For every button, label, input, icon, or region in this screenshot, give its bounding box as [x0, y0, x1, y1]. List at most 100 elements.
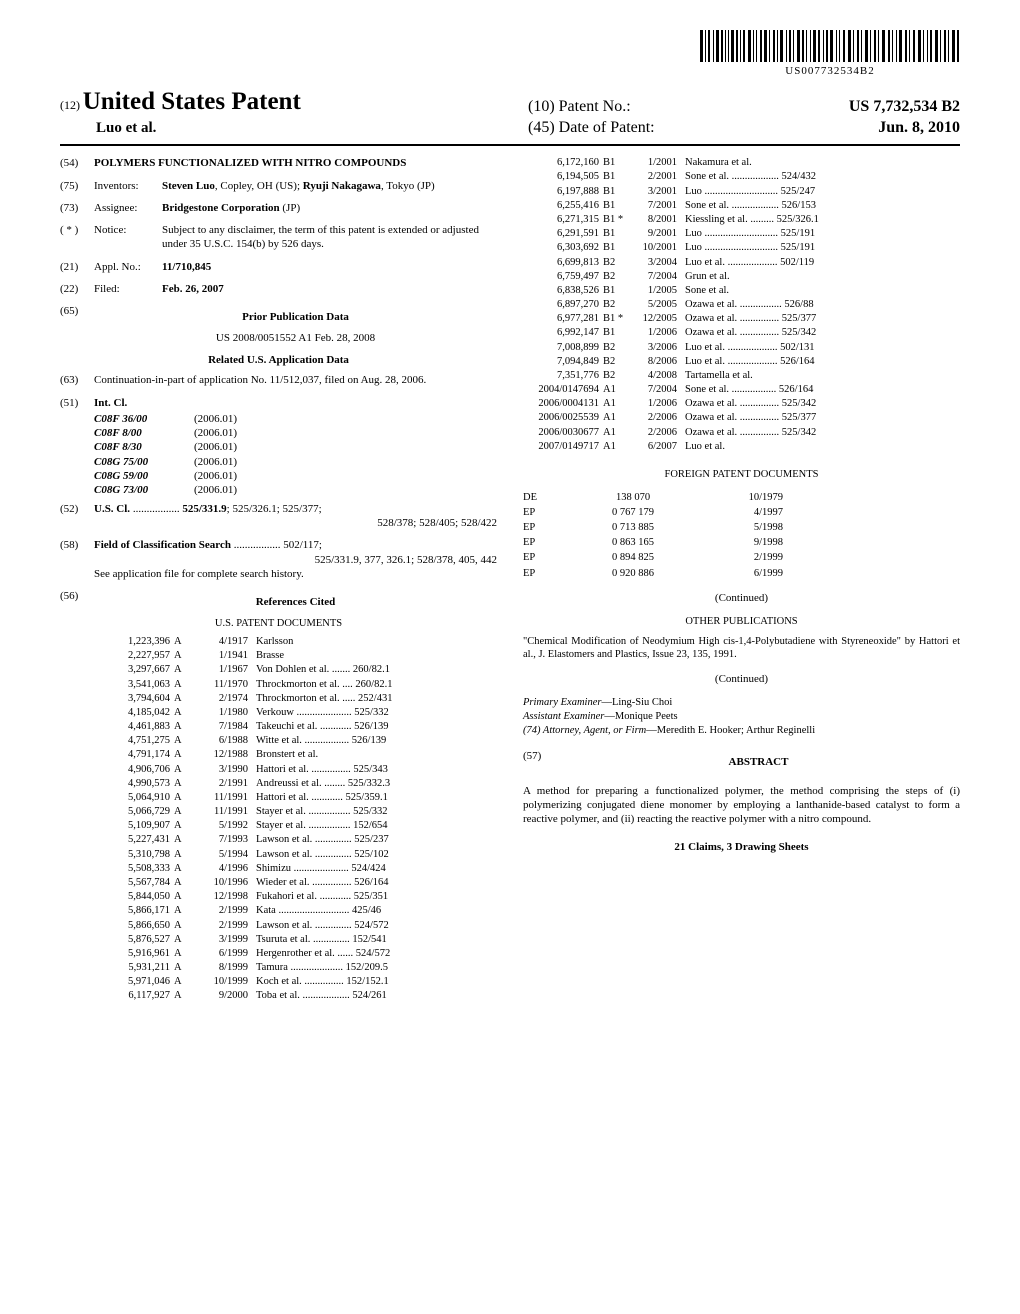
patent-ref-row: 4,461,883A7/1984Takeuchi et al. ........…	[94, 720, 531, 734]
field-75-num: (75)	[60, 179, 94, 193]
patent-ref-row: 5,227,431A7/1993Lawson et al. ..........…	[94, 833, 531, 847]
us-patents-right: 6,172,160B11/2001Nakamura et al.6,194,50…	[523, 156, 960, 454]
patent-ref-row: 6,838,526B11/2005Sone et al.	[523, 284, 960, 298]
patent-ref-row: 6,897,270B25/2005Ozawa et al. ..........…	[523, 298, 960, 312]
barcode-text: US007732534B2	[700, 64, 960, 78]
patent-ref-row: 6,992,147B11/2006Ozawa et al. ..........…	[523, 326, 960, 340]
field-73-label: Assignee:	[94, 201, 162, 215]
patent-ref-row: 4,990,573A2/1991Andreussi et al. .......…	[94, 777, 531, 791]
field-57-num: (57)	[523, 749, 557, 775]
related-heading: Related U.S. Application Data	[60, 353, 497, 367]
other-pub-heading: OTHER PUBLICATIONS	[523, 615, 960, 629]
header: (12) United States Patent Luo et al. (10…	[60, 86, 960, 146]
us-patents-left: 1,223,396A4/1917Karlsson2,227,957A1/1941…	[94, 635, 531, 1003]
refs-heading: References Cited	[94, 595, 497, 609]
patent-ref-row: 6,255,416B17/2001Sone et al. ...........…	[523, 199, 960, 213]
patent-ref-row: 2006/0030677A12/2006Ozawa et al. .......…	[523, 426, 960, 440]
patent-ref-row: 3,297,667A1/1967Von Dohlen et al. ......…	[94, 663, 531, 677]
field-52-body: U.S. Cl. ................. 525/331.9; 52…	[94, 502, 497, 531]
field-21-body: 11/710,845	[162, 260, 497, 274]
foreign-heading: FOREIGN PATENT DOCUMENTS	[523, 468, 960, 482]
continued-2: (Continued)	[523, 672, 960, 686]
patent-ref-row: 6,194,505B12/2001Sone et al. ...........…	[523, 170, 960, 184]
foreign-patent-row: DE138 07010/1979	[523, 490, 960, 505]
foreign-patent-row: EP0 894 8252/1999	[523, 550, 960, 565]
field-21-num: (21)	[60, 260, 94, 274]
patent-ref-row: 7,094,849B28/2006Luo et al. ............…	[523, 355, 960, 369]
patent-ref-row: 2004/0147694A17/2004Sone et al. ........…	[523, 383, 960, 397]
intcl-ver: (2006.01)	[194, 426, 237, 440]
patent-ref-row: 5,066,729A11/1991Stayer et al. .........…	[94, 805, 531, 819]
field-51-num: (51)	[60, 396, 94, 410]
intcl-code: C08G 75/00	[94, 455, 194, 469]
field-22-num: (22)	[60, 282, 94, 296]
patent-ref-row: 4,751,275A6/1988Witte et al. ...........…	[94, 734, 531, 748]
patent-ref-row: 5,931,211A8/1999Tamura .................…	[94, 961, 531, 975]
patent-ref-row: 3,794,604A2/1974Throckmorton et al. ....…	[94, 692, 531, 706]
abstract-heading: ABSTRACT	[557, 755, 960, 769]
foreign-patent-row: EP0 713 8855/1998	[523, 520, 960, 535]
header-prefix: (12)	[60, 98, 80, 112]
prior-pub-heading: Prior Publication Data	[94, 310, 497, 324]
patent-ref-row: 1,223,396A4/1917Karlsson	[94, 635, 531, 649]
patent-ref-row: 5,064,910A11/1991Hattori et al. ........…	[94, 791, 531, 805]
date-of-patent: Jun. 8, 2010	[878, 118, 960, 139]
field-22-body: Feb. 26, 2007	[162, 282, 497, 296]
patent-ref-row: 6,271,315B1 *8/2001Kiessling et al. ....…	[523, 213, 960, 227]
field-75-body: Steven Luo, Copley, OH (US); Ryuji Nakag…	[162, 179, 497, 193]
continued-1: (Continued)	[523, 591, 960, 605]
assistant-examiner: —Monique Peets	[604, 711, 677, 722]
barcode: US007732534B2	[700, 30, 960, 78]
intcl-ver: (2006.01)	[194, 469, 237, 483]
search-l2: 525/331.9, 377, 326.1; 528/378, 405, 442	[94, 553, 497, 567]
field-notice-body: Subject to any disclaimer, the term of t…	[162, 223, 497, 252]
field-54-num: (54)	[60, 156, 94, 170]
other-pub-body: "Chemical Modification of Neodymium High…	[523, 635, 960, 662]
foreign-patent-row: EP0 920 8866/1999	[523, 566, 960, 581]
field-65-num: (65)	[60, 304, 94, 345]
field-63-body: Continuation-in-part of application No. …	[94, 373, 497, 387]
us-patents-heading: U.S. PATENT DOCUMENTS	[60, 617, 497, 631]
primary-examiner: —Ling-Siu Choi	[601, 697, 672, 708]
patent-ref-row: 5,866,650A2/1999Lawson et al. ..........…	[94, 919, 531, 933]
intcl-code: C08G 73/00	[94, 483, 194, 497]
int-cl-list: C08F 36/00(2006.01) C08F 8/00(2006.01) C…	[94, 412, 497, 498]
patent-ref-row: 5,508,333A4/1996Shimizu ................…	[94, 862, 531, 876]
patent-ref-row: 6,117,927A9/2000Toba et al. ............…	[94, 989, 531, 1003]
prior-pub-body: US 2008/0051552 A1 Feb. 28, 2008	[94, 331, 497, 345]
search-l1: 502/117;	[283, 539, 322, 551]
foreign-patents: DE138 07010/1979EP0 767 1794/1997EP0 713…	[523, 490, 960, 581]
primary-examiner-label: Primary Examiner	[523, 697, 601, 708]
date-of-patent-label: (45) Date of Patent:	[528, 118, 655, 139]
patent-no-label: (10) Patent No.:	[528, 97, 631, 118]
patent-ref-row: 4,185,042A1/1980Verkouw ................…	[94, 706, 531, 720]
patent-ref-row: 3,541,063A11/1970Throckmorton et al. ...…	[94, 678, 531, 692]
patent-ref-row: 4,791,174A12/1988Bronstert et al.	[94, 748, 531, 762]
field-notice-label: Notice:	[94, 223, 162, 252]
intcl-ver: (2006.01)	[194, 455, 237, 469]
field-54-body: POLYMERS FUNCTIONALIZED WITH NITRO COMPO…	[94, 156, 497, 170]
patent-ref-row: 6,303,692B110/2001Luo ..................…	[523, 241, 960, 255]
patent-ref-row: 6,759,497B27/2004Grun et al.	[523, 270, 960, 284]
patent-ref-row: 4,906,706A3/1990Hattori et al. .........…	[94, 763, 531, 777]
uscl-line2: 528/378; 528/405; 528/422	[94, 516, 497, 530]
field-73-num: (73)	[60, 201, 94, 215]
patent-ref-row: 5,109,907A5/1992Stayer et al. ..........…	[94, 819, 531, 833]
claims-line: 21 Claims, 3 Drawing Sheets	[523, 840, 960, 854]
examiner-block: Primary Examiner—Ling-Siu Choi Assistant…	[523, 696, 960, 737]
field-22-label: Filed:	[94, 282, 162, 296]
patent-ref-row: 5,916,961A6/1999Hergenrother et al. ....…	[94, 947, 531, 961]
attorney: —Meredith E. Hooker; Arthur Reginelli	[646, 725, 815, 736]
patent-ref-row: 2006/0025539A12/2006Ozawa et al. .......…	[523, 411, 960, 425]
abstract-body: A method for preparing a functionalized …	[523, 784, 960, 827]
foreign-patent-row: EP0 767 1794/1997	[523, 505, 960, 520]
patent-ref-row: 6,172,160B11/2001Nakamura et al.	[523, 156, 960, 170]
field-73-body: Bridgestone Corporation (JP)	[162, 201, 497, 215]
patent-ref-row: 6,291,591B19/2001Luo ...................…	[523, 227, 960, 241]
right-column: 6,172,160B11/2001Nakamura et al.6,194,50…	[523, 156, 960, 1003]
field-75-label: Inventors:	[94, 179, 162, 193]
patent-ref-row: 6,977,281B1 *12/2005Ozawa et al. .......…	[523, 312, 960, 326]
intcl-ver: (2006.01)	[194, 483, 237, 497]
patent-ref-row: 6,197,888B13/2001Luo ...................…	[523, 185, 960, 199]
attorney-label: (74) Attorney, Agent, or Firm	[523, 725, 646, 736]
